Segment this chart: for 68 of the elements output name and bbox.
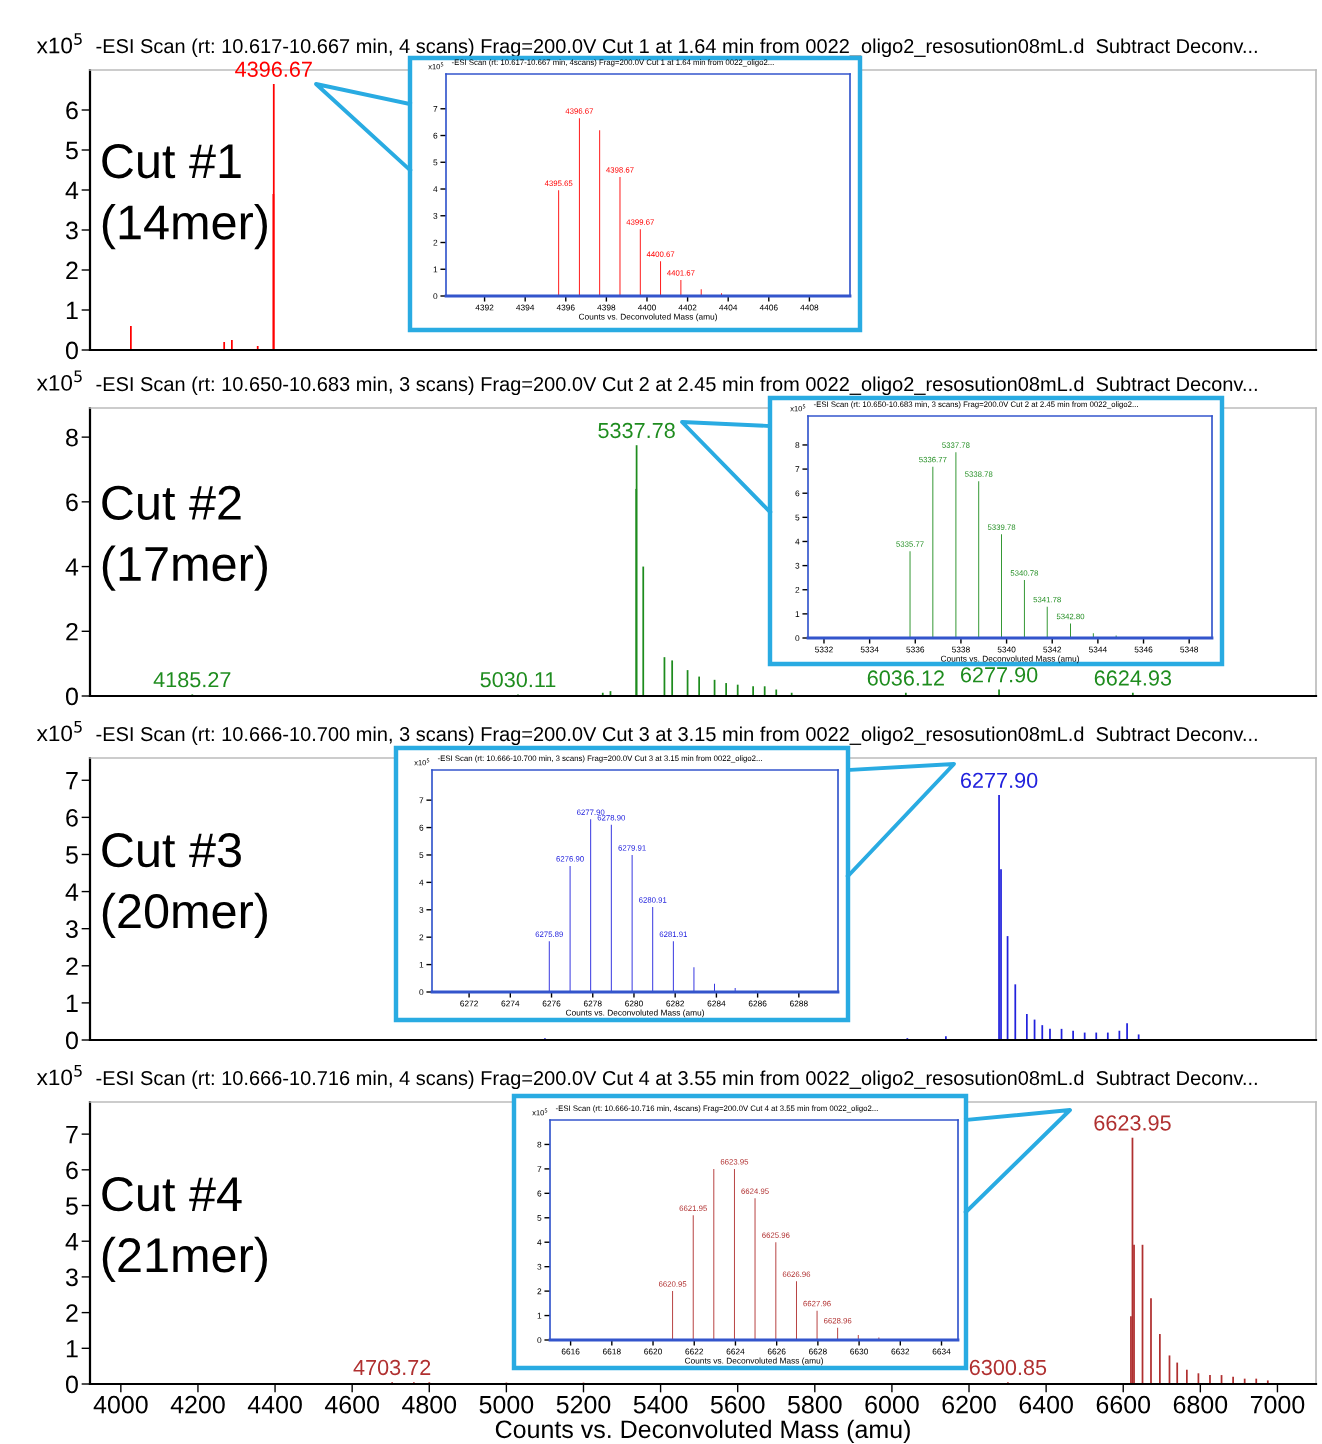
annotation: Cut #1 (14mer) bbox=[102, 144, 267, 250]
y-tick-label: 2 bbox=[66, 261, 78, 280]
annotation: 4396.67 bbox=[235, 61, 312, 77]
annotation: 4185.27 bbox=[153, 671, 231, 688]
y-tick-label: 2 bbox=[66, 957, 78, 975]
x-tick-label: 5000 bbox=[479, 1395, 534, 1414]
y-tick-label: 0 bbox=[65, 341, 78, 360]
y-axis-title: x10$^{5}$ bbox=[36, 721, 82, 742]
y-tick-label: 0 bbox=[65, 1375, 78, 1394]
y-axis-title: x10$^{5}$ bbox=[36, 370, 82, 391]
x-axis-title: Counts vs. Deconvoluted Mass (amu) bbox=[495, 1419, 910, 1444]
annotation: 6624.93 bbox=[1094, 670, 1172, 686]
x-tick-label: 4600 bbox=[324, 1395, 379, 1414]
x-tick-label: 6800 bbox=[1173, 1395, 1228, 1414]
x-tick-label: 6000 bbox=[865, 1395, 919, 1414]
annotation: Cut #3 (20mer) bbox=[102, 832, 267, 939]
y-tick-label: 6 bbox=[66, 101, 78, 120]
x-tick-label: 6400 bbox=[1019, 1395, 1073, 1414]
y-tick-label: 4 bbox=[65, 558, 79, 576]
x-tick-label: 4000 bbox=[93, 1395, 148, 1414]
annotation: 6277.90 bbox=[961, 772, 1038, 789]
y-tick-label: 6 bbox=[66, 493, 78, 512]
annotation: 6300.85 bbox=[969, 1359, 1047, 1376]
annotation: 5337.78 bbox=[598, 422, 675, 439]
y-tick-label: 5 bbox=[65, 141, 78, 160]
x-tick-label: 5600 bbox=[710, 1395, 765, 1414]
y-tick-label: 7 bbox=[66, 772, 78, 790]
y-tick-label: 8 bbox=[66, 428, 78, 447]
y-tick-label: 3 bbox=[65, 920, 78, 938]
x-tick-label: 5800 bbox=[788, 1395, 842, 1414]
x-tick-label: 6200 bbox=[942, 1395, 996, 1414]
x-tick-label: 4400 bbox=[247, 1395, 302, 1414]
annotation: 5030.11 bbox=[480, 671, 556, 688]
y-tick-label: 1 bbox=[66, 994, 78, 1012]
annotation: Cut #2 (17mer) bbox=[102, 485, 267, 591]
chart-title: -ESI Scan (rt: 10.617-10.667 min, 4 scans) Frag=200.0V Cut 1 at 1.64 min from 0022_oligo2_resosution08mL.d Subtract Deconv... bbox=[96, 38, 1257, 58]
y-tick-label: 6 bbox=[66, 808, 78, 827]
y-tick-label: 2 bbox=[66, 622, 78, 641]
y-axis-title: x10$^{5}$ bbox=[36, 33, 82, 54]
y-tick-label: 3 bbox=[65, 221, 78, 240]
y-tick-label: 0 bbox=[65, 687, 78, 706]
x-tick-label: 4200 bbox=[170, 1395, 225, 1414]
y-tick-label: 3 bbox=[65, 1268, 78, 1287]
y-tick-label: 2 bbox=[66, 1304, 78, 1322]
chart-title: -ESI Scan (rt: 10.666-10.700 min, 3 scans) Frag=200.0V Cut 3 at 3.15 min from 0022_oligo2_resosution08mL.d Subtract Deconv... bbox=[96, 726, 1257, 746]
annotation: 6623.95 bbox=[1094, 1115, 1171, 1131]
x-tick-label: 7000 bbox=[1250, 1395, 1305, 1414]
x-tick-label: 5400 bbox=[633, 1395, 688, 1414]
annotation: 6036.12 bbox=[867, 670, 944, 686]
y-axis-title: x10$^{5}$ bbox=[36, 1065, 82, 1086]
y-tick-label: 4 bbox=[65, 1233, 79, 1251]
annotation: 6277.90 bbox=[961, 667, 1038, 683]
x-tick-label: 6600 bbox=[1096, 1395, 1151, 1414]
y-tick-label: 5 bbox=[65, 1197, 78, 1215]
x-tick-label: 4800 bbox=[402, 1395, 457, 1414]
x-tick-label: 5200 bbox=[556, 1395, 611, 1414]
y-tick-label: 0 bbox=[65, 1031, 78, 1050]
annotation: 4703.72 bbox=[353, 1359, 431, 1376]
y-tick-label: 4 bbox=[65, 883, 79, 901]
y-tick-label: 6 bbox=[66, 1161, 78, 1180]
y-tick-label: 4 bbox=[65, 181, 79, 200]
y-tick-label: 1 bbox=[66, 301, 78, 320]
y-tick-label: 7 bbox=[66, 1125, 78, 1144]
y-tick-label: 5 bbox=[65, 846, 78, 864]
chart-title: -ESI Scan (rt: 10.650-10.683 min, 3 scans) Frag=200.0V Cut 2 at 2.45 min from 0022_oligo2_resosution08mL.d Subtract Deconv... bbox=[96, 376, 1257, 396]
y-tick-label: 1 bbox=[66, 1340, 78, 1358]
chart-title: -ESI Scan (rt: 10.666-10.716 min, 4 scans) Frag=200.0V Cut 4 at 3.55 min from 0022_oligo2_resosution08mL.d Subtract Deconv... bbox=[96, 1070, 1257, 1090]
annotation: Cut #4 (21mer) bbox=[102, 1176, 267, 1283]
